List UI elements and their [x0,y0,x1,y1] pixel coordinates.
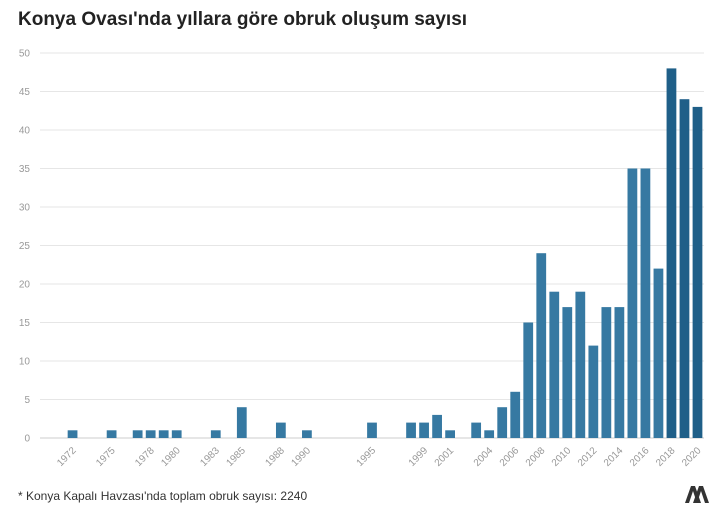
y-tick-label: 15 [19,318,31,329]
x-tick-label: 2006 [498,445,522,469]
bar-2013 [601,307,612,438]
x-tick-label: 2018 [654,445,678,469]
bar-2004 [484,430,495,438]
chart-title: Konya Ovası'nda yıllara göre obruk oluşu… [18,9,468,30]
x-tick-label: 2010 [550,445,574,469]
x-tick-label: 1972 [55,445,79,469]
bar-2006 [510,391,521,438]
x-tick-label: 2012 [576,445,600,469]
y-tick-label: 10 [19,357,31,368]
bar-2016 [640,168,651,438]
y-tick-label: 30 [19,203,31,214]
y-tick-label: 45 [19,87,31,98]
bar-2014 [614,307,625,438]
bar-2015 [627,168,638,438]
bar-2012 [588,345,599,438]
x-tick-label: 1988 [263,445,287,469]
x-tick-label: 1999 [407,445,431,469]
bar-2008 [536,253,547,438]
bar-1990 [302,430,312,438]
bar-1999 [419,422,429,438]
x-tick-label: 2008 [524,445,548,469]
y-tick-label: 35 [19,164,31,175]
bar-1998 [406,422,416,438]
bar-1985 [236,407,247,438]
bar-1988 [275,422,286,438]
bar-2020 [692,106,703,439]
y-axis-ticks: 0 5 10 15 20 25 30 35 40 45 50 [19,49,31,445]
bar-2010 [562,307,573,438]
aa-agency-logo-icon [685,486,709,503]
bar-2018 [666,68,677,439]
x-tick-label: 2001 [433,445,457,469]
x-axis-ticks: 1972 1975 1978 1980 1983 1985 1988 1990 1995 1999… [55,445,704,469]
y-tick-label: 20 [19,280,31,291]
y-tick-label: 5 [24,395,30,406]
bar-2003 [471,422,482,438]
x-tick-label: 1978 [133,445,157,469]
y-tick-label: 25 [19,241,31,252]
x-tick-label: 1983 [198,445,222,469]
bar-1995 [367,422,377,438]
x-tick-label: 1975 [94,445,118,469]
y-tick-label: 0 [24,434,30,445]
bar-2001 [445,430,455,438]
bar-2005 [497,407,508,438]
footnote: * Konya Kapalı Havzası'nda toplam obruk … [18,489,308,503]
bar-2019 [679,99,690,438]
x-tick-label: 2020 [680,445,704,469]
y-tick-label: 40 [19,126,31,137]
bar-1979 [158,430,169,438]
x-tick-label: 1985 [224,445,248,469]
bar-1983 [210,430,221,438]
bar-1978 [145,430,156,438]
bar-1972 [67,430,78,438]
x-tick-label: 1980 [159,445,183,469]
bar-2009 [549,291,560,438]
bars [67,68,703,439]
x-tick-label: 2016 [628,445,652,469]
y-tick-label: 50 [19,49,31,60]
bar-2007 [523,322,534,438]
bar-1977 [132,430,143,438]
x-tick-label: 1995 [355,445,379,469]
bar-1975 [106,430,117,438]
bar-1980 [171,430,182,438]
bar-2017 [653,268,664,438]
x-tick-label: 2004 [472,445,496,469]
x-tick-label: 1990 [290,445,314,469]
bar-2011 [575,291,586,438]
x-tick-label: 2014 [602,445,626,469]
bar-2000 [432,414,442,438]
